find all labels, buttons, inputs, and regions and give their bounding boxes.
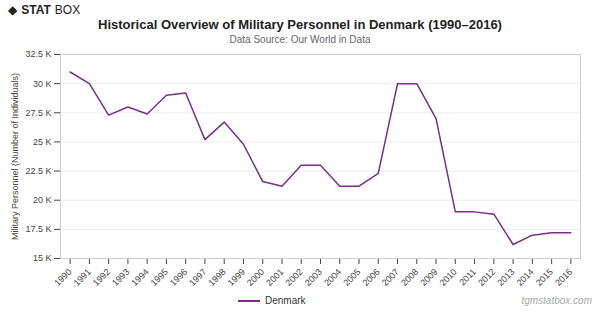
- svg-text:1993: 1993: [110, 267, 131, 288]
- svg-text:2004: 2004: [322, 267, 343, 288]
- svg-text:2009: 2009: [418, 267, 439, 288]
- svg-text:1991: 1991: [72, 267, 93, 288]
- svg-text:1995: 1995: [149, 267, 170, 288]
- svg-text:2005: 2005: [341, 267, 362, 288]
- svg-text:2008: 2008: [399, 267, 420, 288]
- svg-text:2016: 2016: [553, 267, 574, 288]
- svg-text:32.5 K: 32.5 K: [25, 49, 51, 59]
- svg-text:1992: 1992: [91, 267, 112, 288]
- html-text:tgmstatbox.com: tgmstatbox.com: [521, 295, 592, 306]
- svg-text:2013: 2013: [495, 267, 516, 288]
- svg-text:2006: 2006: [360, 267, 381, 288]
- svg-text:27.5 K: 27.5 K: [25, 108, 51, 118]
- svg-text:2003: 2003: [303, 267, 324, 288]
- html-text:Denmark: Denmark: [265, 295, 306, 306]
- svg-text:1990: 1990: [52, 267, 73, 288]
- svg-text:17.5 K: 17.5 K: [25, 224, 51, 234]
- svg-text:30 K: 30 K: [33, 79, 52, 89]
- svg-text:2014: 2014: [515, 267, 536, 288]
- svg-text:2000: 2000: [245, 267, 266, 288]
- svg-text:2007: 2007: [380, 267, 401, 288]
- svg-text:15 K: 15 K: [33, 253, 52, 263]
- svg-text:2001: 2001: [264, 267, 285, 288]
- svg-text:20 K: 20 K: [33, 195, 52, 205]
- svg-text:2011: 2011: [457, 267, 478, 288]
- html-text:Historical Overview of Militar: Historical Overview of Military Personne…: [98, 17, 502, 32]
- html-text:◆ STAT BOX: ◆ STAT BOX: [8, 3, 81, 17]
- svg-text:2002: 2002: [283, 267, 304, 288]
- svg-text:25 K: 25 K: [33, 137, 52, 147]
- svg-text:2015: 2015: [534, 267, 555, 288]
- svg-text:2010: 2010: [438, 267, 459, 288]
- svg-text:1998: 1998: [206, 267, 227, 288]
- svg-text:22.5 K: 22.5 K: [25, 166, 51, 176]
- html-text:Data Source: Our World in Data: Data Source: Our World in Data: [229, 34, 371, 45]
- svg-text:1996: 1996: [168, 267, 189, 288]
- svg-text:1999: 1999: [226, 267, 247, 288]
- svg-text:2012: 2012: [476, 267, 497, 288]
- svg-text:1994: 1994: [129, 267, 150, 288]
- svg-text:1997: 1997: [187, 267, 208, 288]
- svg-text:Military Personnel (Number of: Military Personnel (Number of Individual…: [10, 73, 20, 240]
